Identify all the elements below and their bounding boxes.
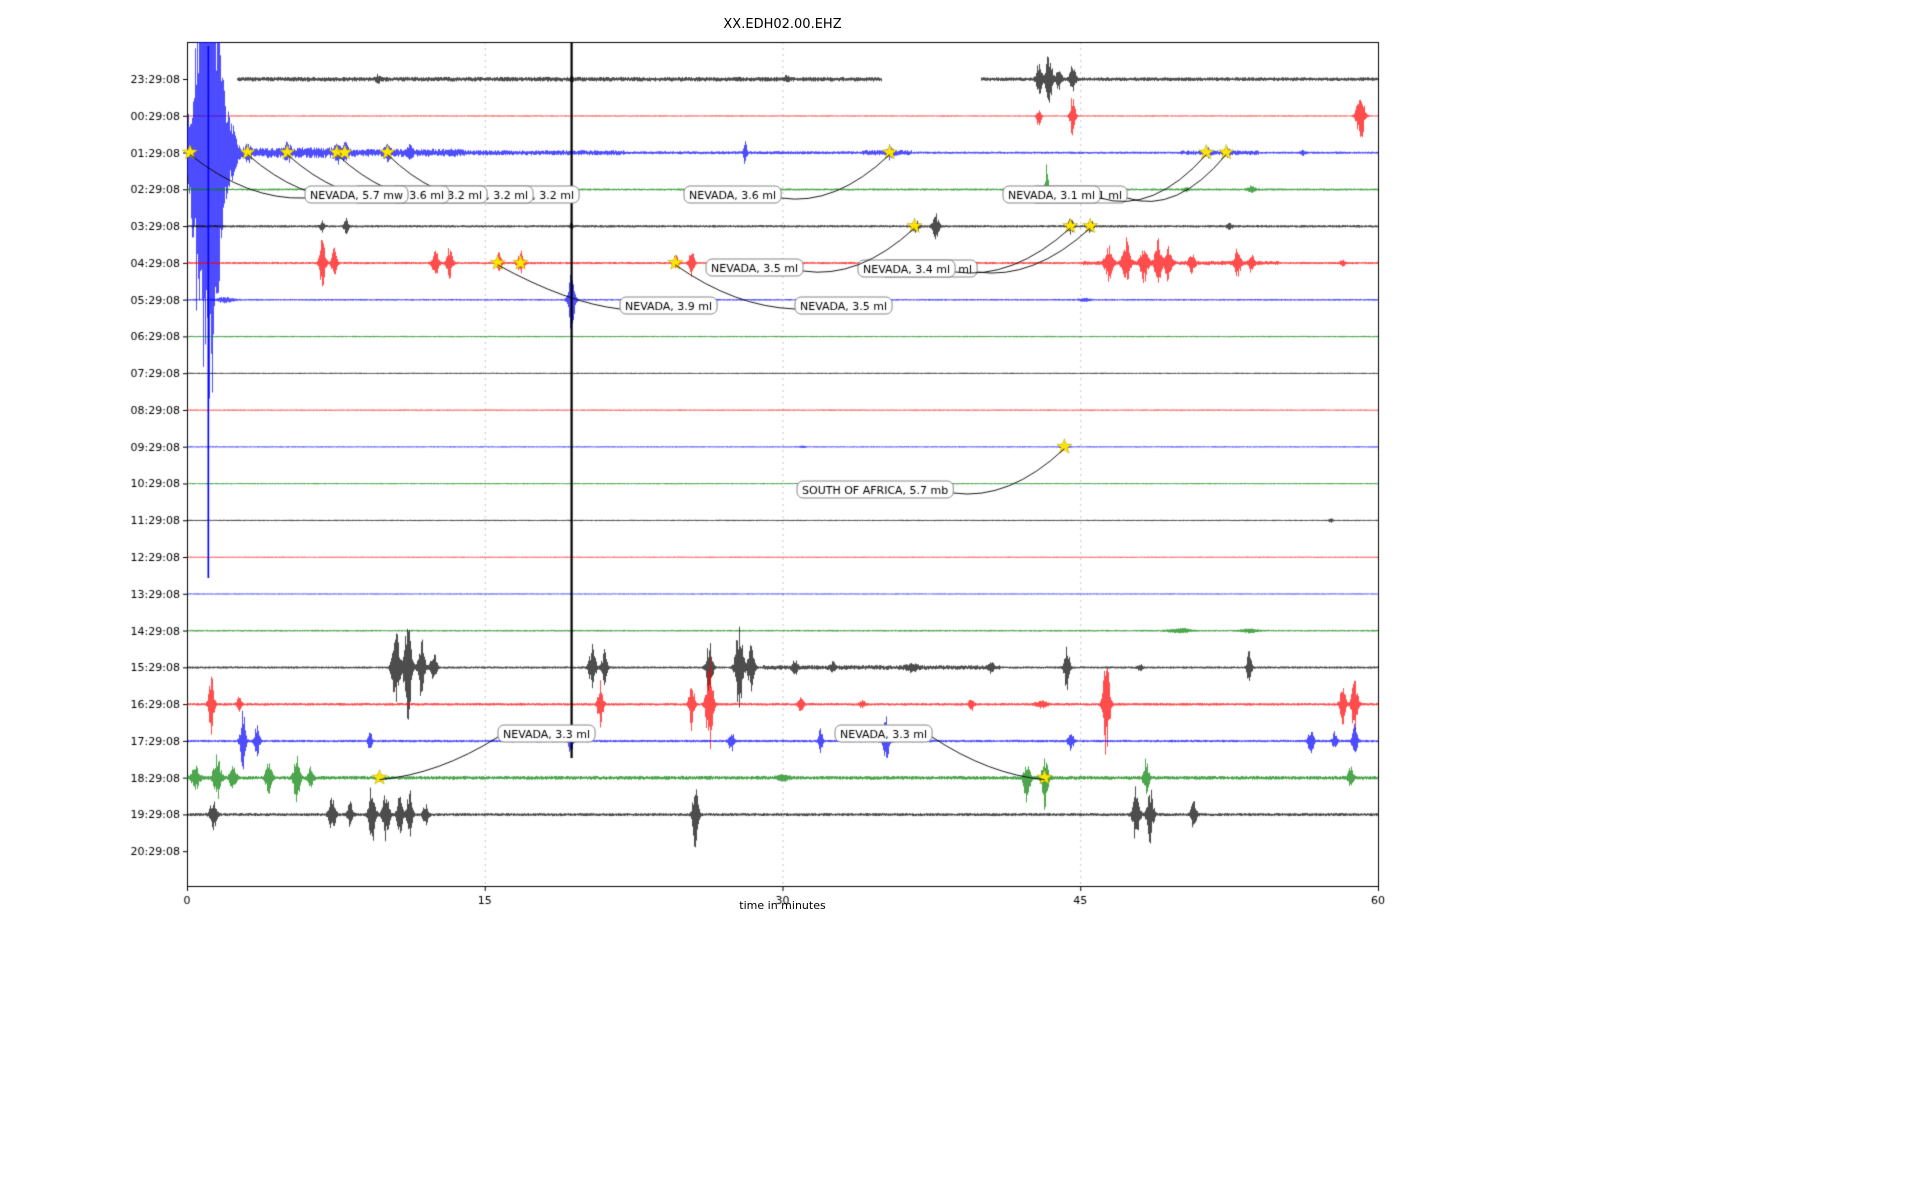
- plot-title: XX.EDH02.00.EHZ: [723, 17, 842, 32]
- x-axis-label: time in minutes: [739, 899, 826, 912]
